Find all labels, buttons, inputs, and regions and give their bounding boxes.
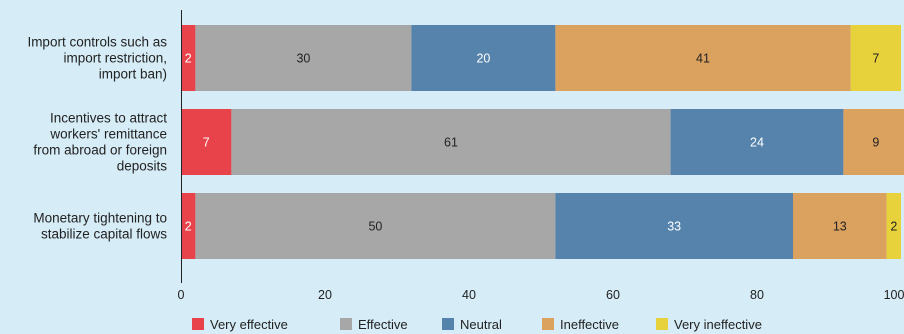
bar-segment [181, 109, 232, 175]
bar-segment [843, 109, 904, 175]
legend-label: Effective [358, 317, 408, 332]
bar-segment [411, 25, 556, 91]
category-labels: Import controls such as import restrictio… [27, 35, 167, 242]
legend: Very effective Effective Neutral Ineffectiv… [192, 317, 762, 332]
bar-segment [195, 193, 556, 259]
x-tick-label: 80 [750, 288, 764, 302]
bar-segment [850, 25, 901, 91]
segment-value-label: 33 [667, 220, 681, 234]
segment-value-label: 20 [476, 52, 490, 66]
x-axis-ticks: 0 20 40 60 80 100 [178, 288, 904, 302]
legend-label: Ineffective [560, 317, 619, 332]
legend-item: Neutral [442, 317, 502, 332]
legend-swatch [656, 318, 668, 330]
segment-value-labels: 2 30 20 41 7 7 61 24 9 2 50 33 13 2 [185, 52, 898, 234]
segment-value-label: 2 [185, 220, 192, 234]
bar-segment [231, 109, 671, 175]
bar-segment [793, 193, 887, 259]
legend-item: Very effective [192, 317, 288, 332]
bar-segment [195, 25, 412, 91]
bar-segment [670, 109, 844, 175]
segment-value-label: 7 [872, 52, 879, 66]
legend-item: Ineffective [542, 317, 619, 332]
segment-value-label: 2 [185, 52, 192, 66]
legend-label: Very ineffective [674, 317, 762, 332]
segment-value-label: 50 [368, 220, 382, 234]
legend-label: Neutral [460, 317, 502, 332]
legend-swatch [542, 318, 554, 330]
bar-segments [181, 25, 904, 259]
bar-segment [555, 25, 851, 91]
category-label: Incentives to attract workers' remittance… [33, 111, 167, 174]
segment-value-label: 41 [696, 52, 710, 66]
x-tick-label: 20 [318, 288, 332, 302]
category-label: Import controls such as import restrictio… [27, 35, 167, 82]
bar-segment [181, 25, 196, 91]
legend-swatch [192, 318, 204, 330]
segment-value-label: 30 [296, 52, 310, 66]
bar-segment [181, 193, 196, 259]
legend-swatch [340, 318, 352, 330]
legend-label: Very effective [210, 317, 288, 332]
segment-value-label: 9 [872, 136, 879, 150]
legend-item: Very ineffective [656, 317, 762, 332]
x-tick-label: 40 [462, 288, 476, 302]
segment-value-label: 24 [750, 136, 764, 150]
segment-value-label: 2 [890, 220, 897, 234]
segment-value-label: 7 [203, 136, 210, 150]
x-tick-label: 100 [884, 288, 904, 302]
category-label: Monetary tightening to stabilize capital … [33, 211, 167, 242]
x-tick-label: 0 [178, 288, 185, 302]
bar-segment [555, 193, 793, 259]
legend-swatch [442, 318, 454, 330]
bar-segment [886, 193, 901, 259]
segment-value-label: 61 [444, 136, 458, 150]
segment-value-label: 13 [833, 220, 847, 234]
legend-item: Effective [340, 317, 408, 332]
x-tick-label: 60 [606, 288, 620, 302]
